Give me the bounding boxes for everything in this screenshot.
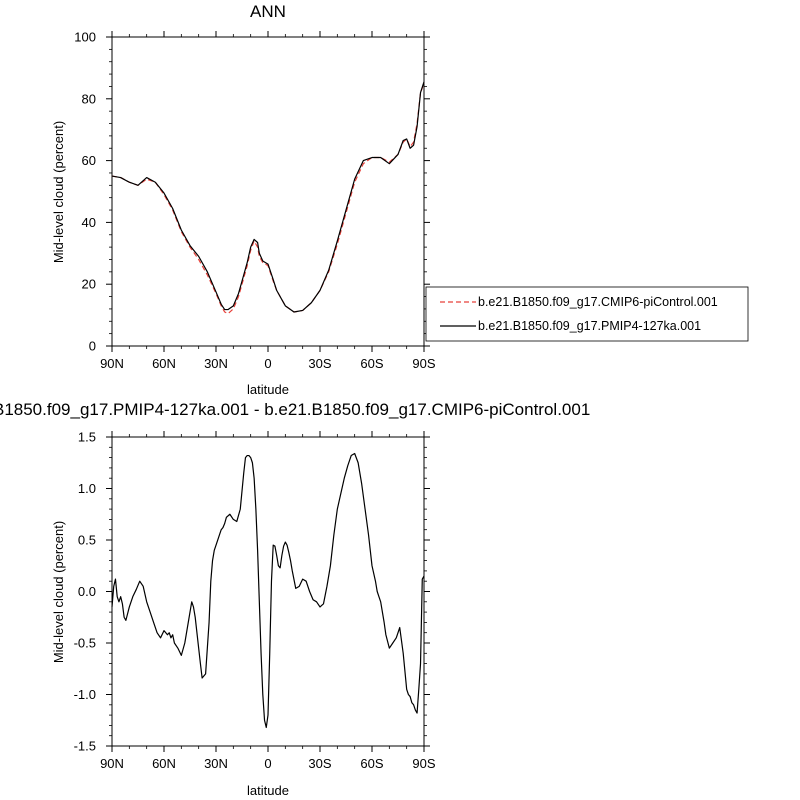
top-chart-title: ANN: [250, 2, 286, 21]
top-axis-ticks: [106, 31, 430, 352]
y-tick-label: 0: [89, 339, 96, 354]
x-tick-label: 60N: [152, 756, 176, 771]
x-tick-label: 0: [264, 356, 271, 371]
top-plot-frame: [111, 36, 425, 347]
legend: b.e21.B1850.f09_g17.CMIP6-piControl.001 …: [425, 286, 749, 342]
x-tick-label: 30S: [308, 356, 331, 371]
top-x-axis-label: latitude: [247, 382, 289, 397]
x-tick-label: 60S: [360, 356, 383, 371]
bottom-y-tick-labels: -1.5 -1.0 -0.5 0.0 0.5 1.0 1.5: [74, 430, 96, 754]
top-series-lines: [111, 81, 425, 315]
y-tick-label: 40: [82, 215, 96, 230]
x-tick-label: 90N: [100, 356, 124, 371]
legend-label-experiment: b.e21.B1850.f09_g17.PMIP4-127ka.001: [478, 319, 701, 333]
y-tick-label: 20: [82, 277, 96, 292]
series-line-control: [111, 83, 425, 315]
y-tick-label: 60: [82, 153, 96, 168]
y-tick-label: 1.5: [78, 430, 96, 445]
x-tick-label: 30N: [204, 356, 228, 371]
bottom-axis-ticks: [106, 431, 430, 752]
bottom-x-tick-labels: 90N 60N 30N 0 30S 60S 90S: [100, 756, 436, 771]
y-tick-label: 1.0: [78, 481, 96, 496]
bottom-x-axis-label: latitude: [247, 783, 289, 798]
y-tick-label: 0.0: [78, 584, 96, 599]
bottom-series-lines: [111, 452, 425, 729]
y-tick-label: -1.0: [74, 687, 96, 702]
legend-box: [425, 286, 749, 342]
x-tick-label: 30N: [204, 756, 228, 771]
x-tick-label: 0: [264, 756, 271, 771]
x-tick-label: 60N: [152, 356, 176, 371]
series-line-difference: [111, 452, 425, 729]
top-y-axis-label: Mid-level cloud (percent): [51, 121, 66, 263]
top-x-tick-labels: 90N 60N 30N 0 30S 60S 90S: [100, 356, 436, 371]
y-tick-label: 80: [82, 91, 96, 106]
bottom-chart: b.e21.B1850.f09_g17.PMIP4-127ka.001 - b.…: [0, 400, 590, 798]
x-tick-label: 90S: [412, 756, 435, 771]
top-chart: ANN 90N 60N 30N 0 30S 60S 90S 0 20 40 60 80 100 lat…: [51, 2, 749, 397]
y-tick-label: -1.5: [74, 739, 96, 754]
bottom-chart-title: b.e21.B1850.f09_g17.PMIP4-127ka.001 - b.…: [0, 400, 590, 419]
y-tick-label: 100: [74, 30, 96, 45]
y-tick-label: -0.5: [74, 636, 96, 651]
y-tick-label: 0.5: [78, 533, 96, 548]
top-y-tick-labels: 0 20 40 60 80 100: [74, 30, 96, 354]
bottom-y-axis-label: Mid-level cloud (percent): [51, 521, 66, 663]
x-tick-label: 30S: [308, 756, 331, 771]
x-tick-label: 90S: [412, 356, 435, 371]
x-tick-label: 60S: [360, 756, 383, 771]
series-line-experiment: [111, 81, 425, 313]
legend-label-control: b.e21.B1850.f09_g17.CMIP6-piControl.001: [478, 295, 718, 309]
x-tick-label: 90N: [100, 756, 124, 771]
